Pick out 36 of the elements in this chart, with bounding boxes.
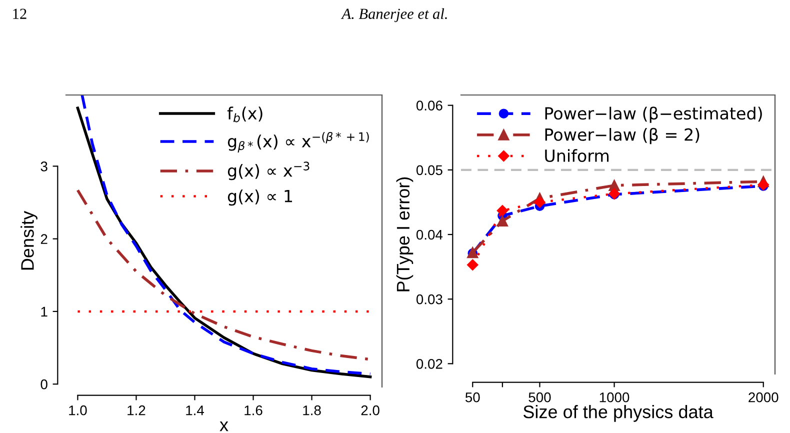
legend-label: Power−law (β−estimated) bbox=[545, 106, 762, 123]
legend-label: g(x) ∝ 1 bbox=[228, 189, 292, 206]
legend-label: g(x) ∝ x$^{−3}$ bbox=[228, 162, 310, 180]
y-tick-label: 1 bbox=[41, 306, 48, 316]
legend-label: Power−law (β = 2) bbox=[545, 128, 700, 144]
y-tick-label: 0.02 bbox=[416, 359, 442, 369]
x-tick-label: 1000 bbox=[600, 392, 630, 402]
point bbox=[534, 196, 546, 208]
x-tick-label: 1.4 bbox=[186, 406, 204, 416]
x-axis-title: Size of the physics data bbox=[523, 405, 714, 422]
x-tick-label: 1.6 bbox=[244, 405, 262, 416]
x-axis-title: x bbox=[220, 422, 228, 432]
legend-label: Uniform bbox=[545, 149, 609, 162]
y-axis-title: Density bbox=[20, 210, 38, 270]
x-tick-label: 2.0 bbox=[361, 405, 380, 416]
y-axis-title: P(Type I error) bbox=[396, 177, 414, 292]
y-tick-label: 0.04 bbox=[416, 230, 443, 240]
y-tick-label: 2 bbox=[40, 234, 48, 244]
legend-label: f$_{b}$(x) bbox=[227, 106, 262, 122]
point bbox=[496, 205, 508, 216]
y-tick-label: 0.03 bbox=[416, 294, 442, 304]
x-tick-label: 500 bbox=[528, 392, 551, 402]
x-tick-label: 50 bbox=[465, 392, 480, 402]
y-tick-label: 0.06 bbox=[416, 100, 442, 111]
point bbox=[496, 215, 508, 226]
y-tick-label: 0.05 bbox=[416, 165, 442, 176]
x-tick-label: 1.0 bbox=[69, 405, 87, 416]
text: 12 bbox=[13, 8, 26, 19]
legend-label: g$_{β*}$(x) ∝ x$^{−(β*+1)}$ bbox=[228, 132, 369, 152]
x-tick-label: 2000 bbox=[748, 392, 778, 402]
x-tick-label: 1.8 bbox=[303, 405, 321, 416]
y-tick-label: 3 bbox=[40, 162, 48, 172]
y-tick-label: 0 bbox=[40, 379, 48, 390]
point bbox=[467, 259, 478, 270]
text: A. Banerjee et al. bbox=[340, 8, 447, 22]
x-tick-label: 1.2 bbox=[128, 405, 146, 416]
